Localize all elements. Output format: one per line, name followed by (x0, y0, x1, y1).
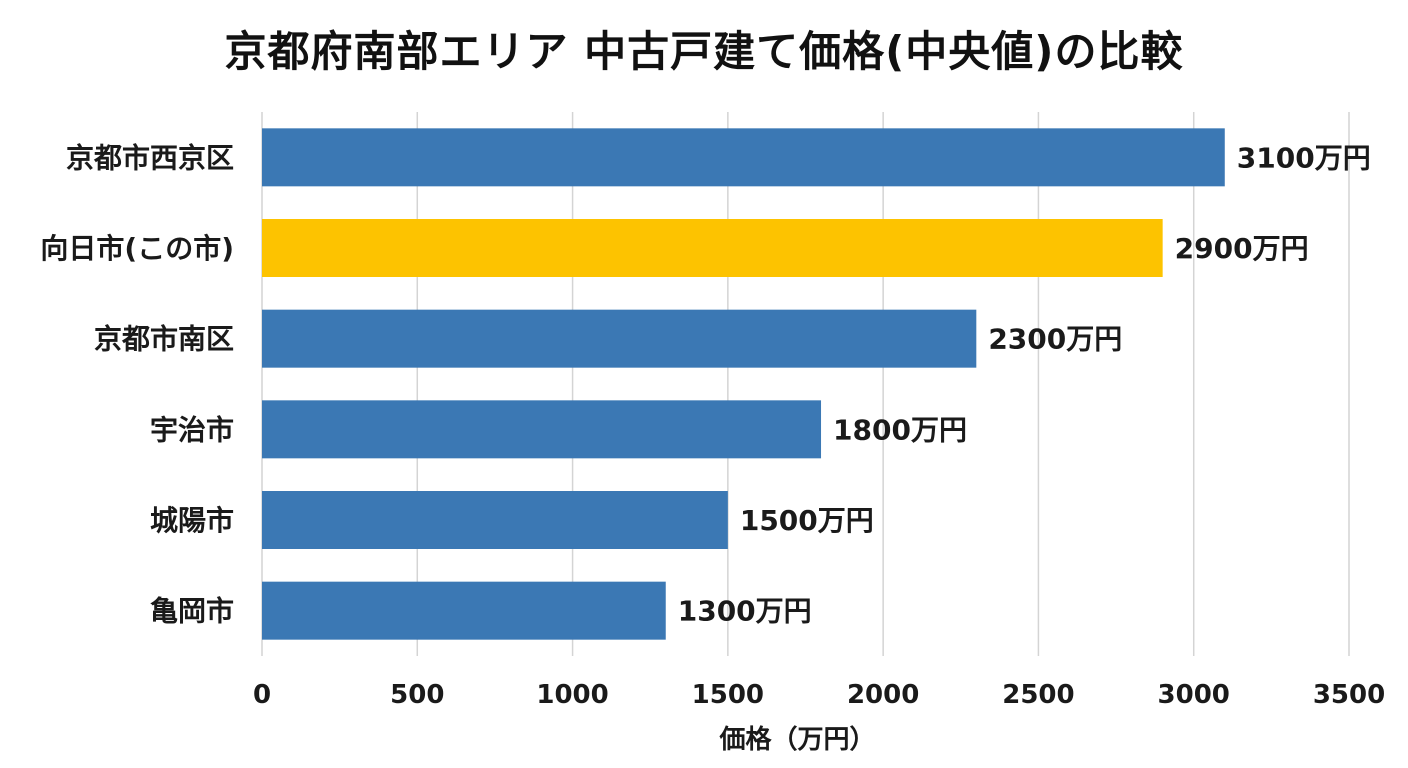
category-label: 向日市(この市) (40, 232, 234, 265)
data-label: 2900万円 (1175, 232, 1309, 265)
category-label: 城陽市 (150, 504, 234, 537)
category-label: 京都市南区 (94, 323, 234, 356)
x-tick-label: 3500 (1313, 680, 1385, 710)
bar-5 (262, 581, 666, 640)
x-tick-label: 2500 (1002, 680, 1074, 710)
data-label: 1800万円 (833, 413, 967, 446)
data-label: 1300万円 (678, 595, 812, 628)
data-label: 1500万円 (740, 504, 874, 537)
x-tick-label: 3000 (1158, 680, 1230, 710)
chart-title: 京都府南部エリア 中古戸建て価格(中央値)の比較 (224, 27, 1184, 76)
data-labels: 3100万円 2900万円 2300万円 1800万円 1500万円 1300万円 (678, 141, 1371, 627)
x-tick-label: 2000 (847, 680, 919, 710)
x-axis-title: 価格（万円） (718, 724, 875, 755)
x-tick-label: 1500 (692, 680, 764, 710)
x-tick-label: 1000 (536, 680, 608, 710)
x-tick-label: 0 (253, 680, 271, 710)
bars (262, 128, 1225, 640)
category-label: 京都市西京区 (66, 141, 234, 174)
bar-3 (262, 400, 822, 459)
bar-2 (262, 309, 977, 368)
bar-0 (262, 128, 1225, 187)
category-label: 宇治市 (150, 413, 234, 446)
category-label: 亀岡市 (150, 595, 234, 628)
bar-4 (262, 491, 728, 549)
data-label: 2300万円 (988, 323, 1122, 356)
bar-1 (262, 219, 1163, 277)
gridlines (261, 112, 1350, 656)
data-label: 3100万円 (1237, 141, 1371, 174)
x-tick-labels: 0 500 1000 1500 2000 2500 3000 3500 (253, 680, 1385, 710)
x-tick-label: 500 (390, 680, 444, 710)
